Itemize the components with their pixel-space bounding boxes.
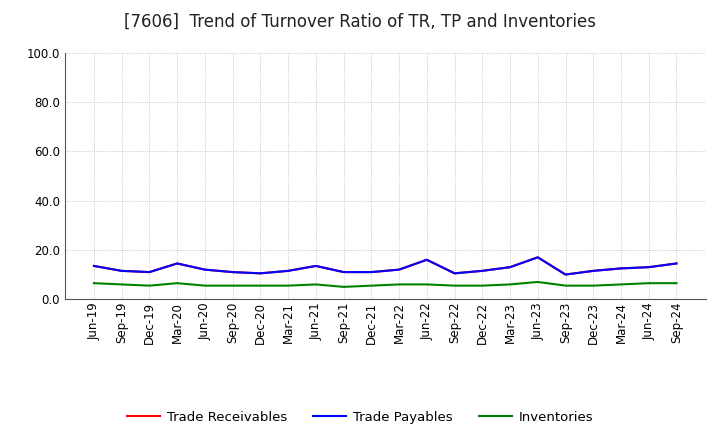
Trade Payables: [284, 268, 292, 274]
Line: Inventories: Inventories: [94, 282, 677, 287]
Trade Payables: [145, 269, 154, 275]
Trade Receivables: [534, 255, 542, 260]
Trade Payables: [201, 267, 210, 272]
Trade Receivables: [616, 266, 625, 271]
Trade Payables: [228, 269, 237, 275]
Trade Payables: [173, 261, 181, 266]
Inventories: [339, 284, 348, 290]
Trade Payables: [117, 268, 126, 274]
Inventories: [256, 283, 265, 288]
Line: Trade Receivables: Trade Receivables: [94, 257, 677, 275]
Trade Payables: [616, 266, 625, 271]
Inventories: [117, 282, 126, 287]
Inventories: [644, 281, 653, 286]
Inventories: [478, 283, 487, 288]
Trade Receivables: [284, 268, 292, 274]
Trade Receivables: [367, 269, 376, 275]
Trade Payables: [561, 272, 570, 277]
Trade Receivables: [478, 268, 487, 274]
Trade Payables: [423, 257, 431, 262]
Inventories: [616, 282, 625, 287]
Trade Receivables: [312, 263, 320, 268]
Inventories: [201, 283, 210, 288]
Trade Receivables: [561, 272, 570, 277]
Trade Payables: [505, 264, 514, 270]
Trade Payables: [534, 255, 542, 260]
Line: Trade Payables: Trade Payables: [94, 257, 677, 275]
Inventories: [228, 283, 237, 288]
Trade Payables: [644, 264, 653, 270]
Inventories: [367, 283, 376, 288]
Trade Payables: [339, 269, 348, 275]
Inventories: [423, 282, 431, 287]
Inventories: [589, 283, 598, 288]
Inventories: [173, 281, 181, 286]
Trade Receivables: [672, 261, 681, 266]
Trade Receivables: [145, 269, 154, 275]
Trade Receivables: [173, 261, 181, 266]
Inventories: [505, 282, 514, 287]
Trade Payables: [312, 263, 320, 268]
Trade Receivables: [644, 264, 653, 270]
Inventories: [312, 282, 320, 287]
Inventories: [534, 279, 542, 285]
Trade Receivables: [423, 257, 431, 262]
Trade Payables: [478, 268, 487, 274]
Trade Receivables: [589, 268, 598, 274]
Trade Receivables: [89, 263, 98, 268]
Trade Receivables: [395, 267, 403, 272]
Trade Receivables: [339, 269, 348, 275]
Trade Receivables: [117, 268, 126, 274]
Trade Receivables: [505, 264, 514, 270]
Trade Payables: [367, 269, 376, 275]
Trade Payables: [450, 271, 459, 276]
Trade Payables: [395, 267, 403, 272]
Inventories: [145, 283, 154, 288]
Trade Receivables: [228, 269, 237, 275]
Trade Receivables: [201, 267, 210, 272]
Trade Payables: [89, 263, 98, 268]
Inventories: [89, 281, 98, 286]
Trade Receivables: [450, 271, 459, 276]
Trade Payables: [589, 268, 598, 274]
Text: [7606]  Trend of Turnover Ratio of TR, TP and Inventories: [7606] Trend of Turnover Ratio of TR, TP…: [124, 13, 596, 31]
Trade Payables: [256, 271, 265, 276]
Inventories: [672, 281, 681, 286]
Inventories: [395, 282, 403, 287]
Inventories: [450, 283, 459, 288]
Inventories: [561, 283, 570, 288]
Trade Payables: [672, 261, 681, 266]
Inventories: [284, 283, 292, 288]
Trade Receivables: [256, 271, 265, 276]
Legend: Trade Receivables, Trade Payables, Inventories: Trade Receivables, Trade Payables, Inven…: [122, 405, 598, 429]
